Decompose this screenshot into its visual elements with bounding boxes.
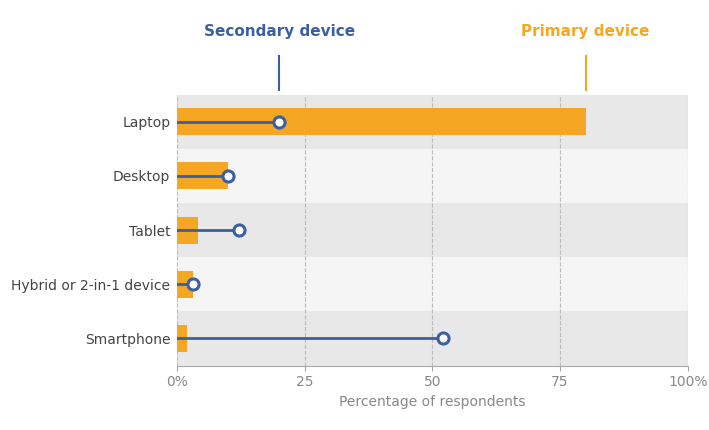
Bar (177, 311, 688, 366)
Bar (177, 271, 193, 298)
Bar (177, 203, 688, 257)
Bar (177, 325, 187, 352)
Bar (177, 149, 688, 203)
Text: Primary device: Primary device (521, 24, 650, 39)
Bar (177, 95, 688, 149)
Text: Secondary device: Secondary device (203, 24, 355, 39)
X-axis label: Percentage of respondents: Percentage of respondents (339, 395, 526, 409)
Bar (177, 257, 688, 311)
Bar (177, 162, 228, 189)
Bar (177, 216, 198, 243)
Bar (177, 108, 586, 135)
